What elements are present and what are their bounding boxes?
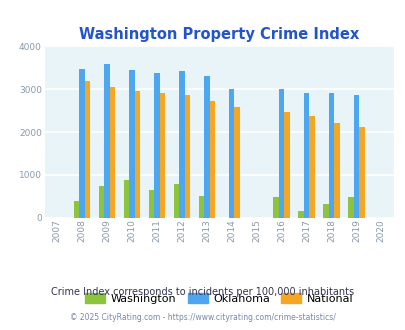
Bar bbox=[204, 76, 209, 218]
Bar bbox=[79, 69, 85, 218]
Bar bbox=[322, 204, 328, 218]
Bar bbox=[209, 101, 215, 218]
Text: Crime Index corresponds to incidents per 100,000 inhabitants: Crime Index corresponds to incidents per… bbox=[51, 287, 354, 297]
Bar bbox=[134, 91, 140, 218]
Bar bbox=[159, 92, 165, 218]
Bar bbox=[179, 71, 184, 218]
Bar bbox=[278, 89, 284, 218]
Bar bbox=[303, 93, 309, 218]
Bar bbox=[109, 87, 115, 218]
Bar bbox=[85, 81, 90, 218]
Bar bbox=[148, 190, 154, 218]
Bar bbox=[228, 89, 234, 218]
Bar bbox=[358, 127, 364, 218]
Bar bbox=[124, 180, 129, 218]
Text: © 2025 CityRating.com - https://www.cityrating.com/crime-statistics/: © 2025 CityRating.com - https://www.city… bbox=[70, 313, 335, 322]
Legend: Washington, Oklahoma, National: Washington, Oklahoma, National bbox=[81, 288, 357, 308]
Bar bbox=[353, 95, 358, 218]
Bar bbox=[154, 73, 159, 218]
Bar bbox=[129, 70, 134, 218]
Bar bbox=[74, 202, 79, 218]
Bar bbox=[234, 107, 239, 218]
Bar bbox=[198, 196, 204, 218]
Bar bbox=[284, 112, 289, 218]
Bar bbox=[104, 64, 109, 218]
Bar bbox=[347, 197, 353, 218]
Bar bbox=[173, 184, 179, 218]
Bar bbox=[309, 116, 314, 218]
Title: Washington Property Crime Index: Washington Property Crime Index bbox=[79, 27, 358, 42]
Bar bbox=[328, 93, 333, 218]
Bar bbox=[298, 211, 303, 218]
Bar bbox=[184, 95, 190, 218]
Bar bbox=[98, 186, 104, 218]
Bar bbox=[273, 197, 278, 218]
Bar bbox=[333, 123, 339, 218]
